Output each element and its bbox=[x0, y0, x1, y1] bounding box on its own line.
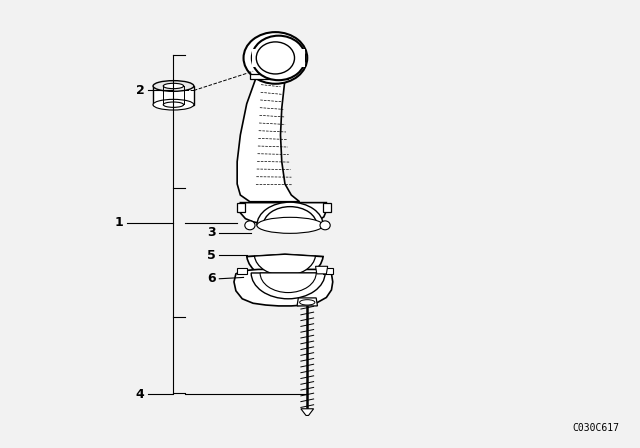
Wedge shape bbox=[260, 273, 316, 293]
Text: 2: 2 bbox=[136, 84, 145, 97]
Text: C030C617: C030C617 bbox=[573, 423, 620, 433]
Ellipse shape bbox=[252, 36, 305, 80]
Wedge shape bbox=[255, 254, 316, 276]
Wedge shape bbox=[251, 273, 325, 299]
Wedge shape bbox=[257, 202, 323, 225]
Ellipse shape bbox=[163, 83, 184, 89]
Polygon shape bbox=[323, 202, 332, 212]
Wedge shape bbox=[263, 207, 317, 225]
Polygon shape bbox=[316, 266, 328, 274]
Ellipse shape bbox=[153, 99, 194, 110]
Polygon shape bbox=[297, 298, 317, 306]
Text: 6: 6 bbox=[207, 272, 216, 285]
Text: 5: 5 bbox=[207, 249, 216, 262]
Polygon shape bbox=[250, 73, 288, 79]
Ellipse shape bbox=[257, 217, 323, 233]
Ellipse shape bbox=[244, 32, 307, 84]
Polygon shape bbox=[237, 202, 246, 212]
Polygon shape bbox=[323, 267, 333, 274]
Ellipse shape bbox=[245, 221, 255, 230]
Ellipse shape bbox=[320, 221, 330, 230]
Ellipse shape bbox=[153, 81, 194, 91]
Text: 1: 1 bbox=[115, 216, 124, 229]
Ellipse shape bbox=[300, 300, 315, 305]
Polygon shape bbox=[301, 409, 314, 415]
Ellipse shape bbox=[256, 42, 294, 74]
Polygon shape bbox=[234, 269, 333, 306]
Text: 3: 3 bbox=[207, 226, 216, 239]
Polygon shape bbox=[237, 77, 300, 202]
Wedge shape bbox=[247, 254, 323, 281]
Polygon shape bbox=[153, 86, 194, 105]
Polygon shape bbox=[237, 267, 246, 274]
Polygon shape bbox=[252, 49, 305, 67]
Ellipse shape bbox=[163, 102, 184, 108]
Polygon shape bbox=[241, 202, 326, 225]
Ellipse shape bbox=[263, 45, 294, 71]
Text: 4: 4 bbox=[136, 388, 145, 401]
